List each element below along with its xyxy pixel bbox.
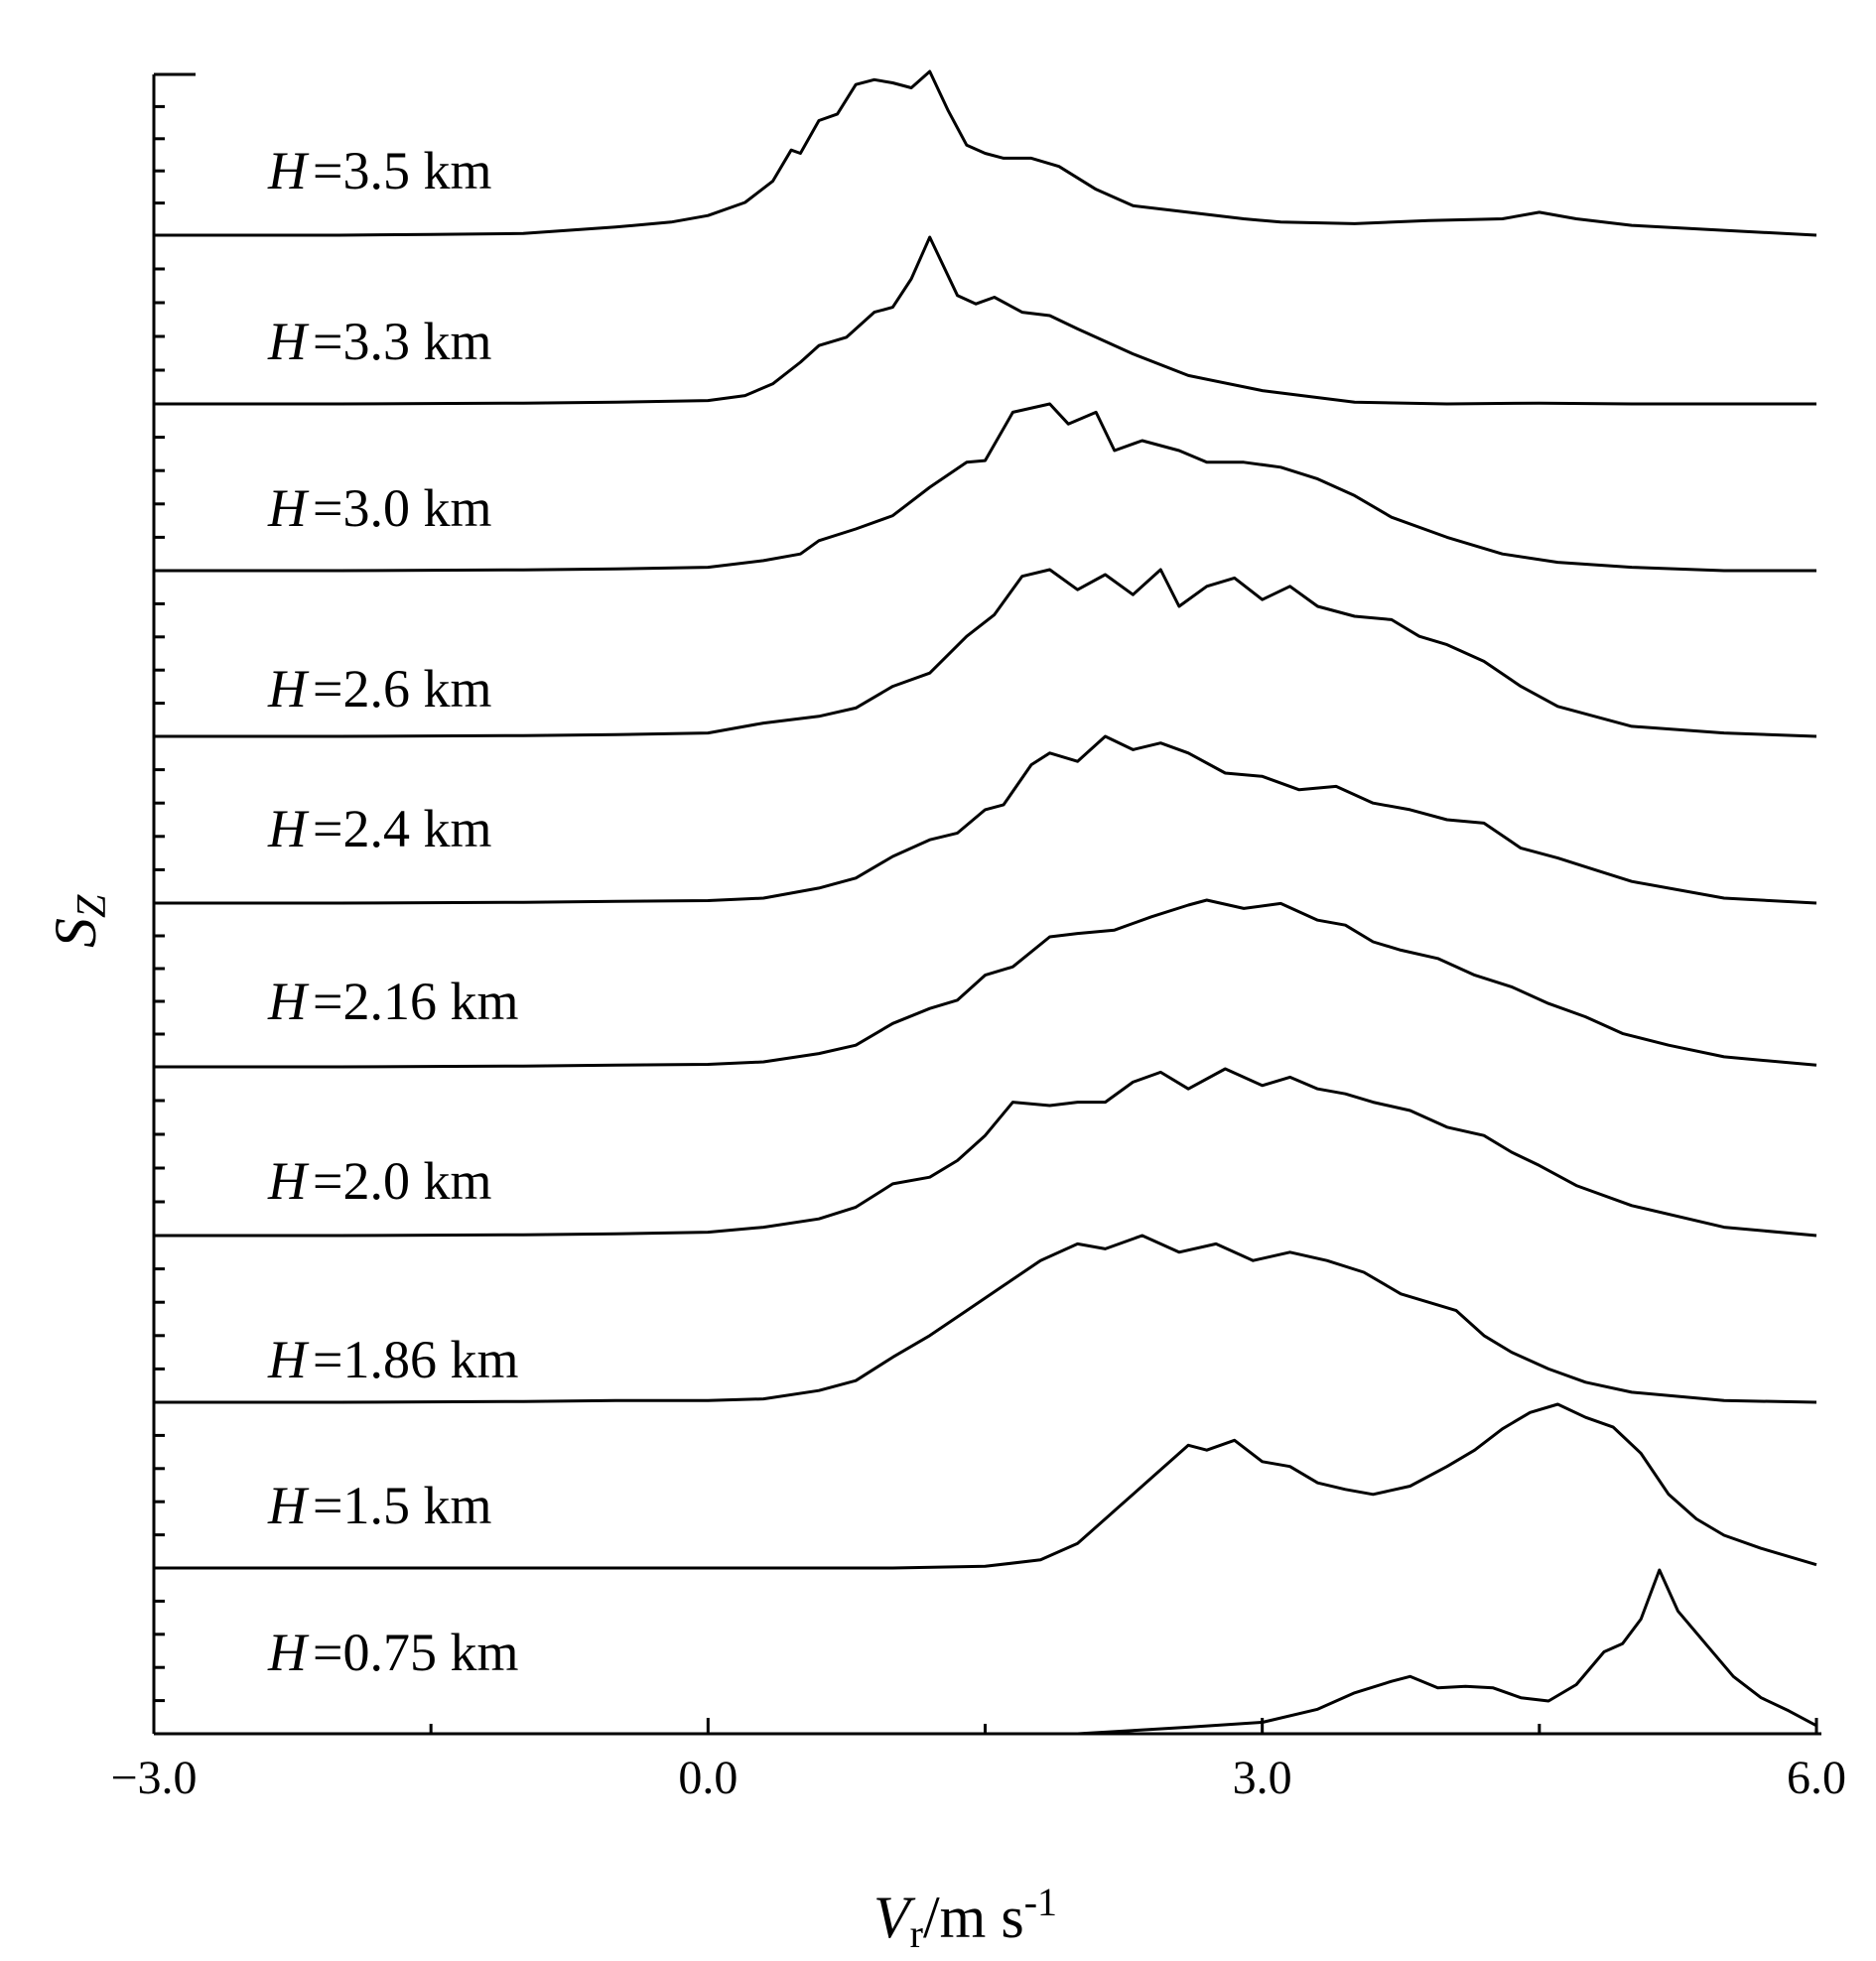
series-curve (154, 568, 1817, 738)
x-axis-title-sub: r (910, 1911, 923, 1956)
series-label-text: =0.75 km (313, 1623, 518, 1682)
x-axis-ticks: −3.0 0.0 3.0 6.0 (110, 1718, 1846, 1804)
series-label-text: =2.4 km (313, 799, 491, 858)
series-curve (154, 898, 1817, 1069)
series-label: H =2.6 km (267, 659, 491, 719)
series-label-var: H (267, 1476, 310, 1535)
series-curve (154, 69, 1817, 237)
series-label-var: H (267, 1151, 310, 1211)
series-label-var: H (267, 1330, 310, 1389)
series-label-var: H (267, 478, 310, 538)
x-axis-title-sup: -1 (1024, 1880, 1057, 1924)
x-axis-title: Vr/m s-1 (873, 1880, 1057, 1956)
series-label: H =3.3 km (267, 312, 491, 371)
series-label-text: =3.3 km (313, 312, 491, 371)
series-curve (154, 734, 1817, 905)
y-axis-title-sub: Z (69, 894, 115, 918)
x-tick-label: 3.0 (1233, 1752, 1292, 1804)
series-label-var: H (267, 659, 310, 719)
series-curve (154, 235, 1816, 406)
x-tick-label: −3.0 (110, 1752, 197, 1804)
series-label: H =2.0 km (267, 1151, 491, 1211)
series-label-var: H (267, 141, 310, 200)
series-label: H =0.75 km (267, 1623, 518, 1682)
series-label-text: =1.5 km (313, 1476, 491, 1535)
y-axis-ticks (154, 104, 174, 1703)
x-axis-title-rest: /m s (923, 1885, 1024, 1950)
series-label-text: =2.16 km (313, 972, 518, 1031)
series-label: H =3.0 km (267, 478, 491, 538)
series-label-var: H (267, 1623, 310, 1682)
series-label-text: =3.0 km (313, 478, 491, 538)
series-curve (154, 402, 1816, 573)
series-label-var: H (267, 972, 310, 1031)
series-curve (154, 1067, 1817, 1238)
series-label: H =2.4 km (267, 799, 491, 858)
x-tick-label: 0.0 (678, 1752, 737, 1804)
series-labels: H =3.5 kmH =3.3 kmH =3.0 kmH =2.6 kmH =2.4 km… (267, 141, 518, 1682)
series-label-text: =1.86 km (313, 1330, 518, 1389)
series-label: H =1.5 km (267, 1476, 491, 1535)
y-axis-title-var: S (43, 918, 108, 948)
series-label-text: =3.5 km (313, 141, 491, 200)
series-label: H =2.16 km (267, 972, 518, 1031)
x-tick-label: 6.0 (1787, 1752, 1846, 1804)
series-label-var: H (267, 799, 310, 858)
series-label-var: H (267, 312, 310, 371)
y-axis-title: SZ (43, 894, 115, 948)
series-label: H =1.86 km (267, 1330, 518, 1389)
series-label-text: =2.6 km (313, 659, 491, 719)
series-curve (154, 1402, 1817, 1570)
series-label-text: =2.0 km (313, 1151, 491, 1211)
series-curve (154, 1234, 1817, 1404)
series-curves (154, 69, 1817, 1736)
x-axis-title-var: V (873, 1885, 916, 1950)
series-label: H =3.5 km (267, 141, 491, 200)
